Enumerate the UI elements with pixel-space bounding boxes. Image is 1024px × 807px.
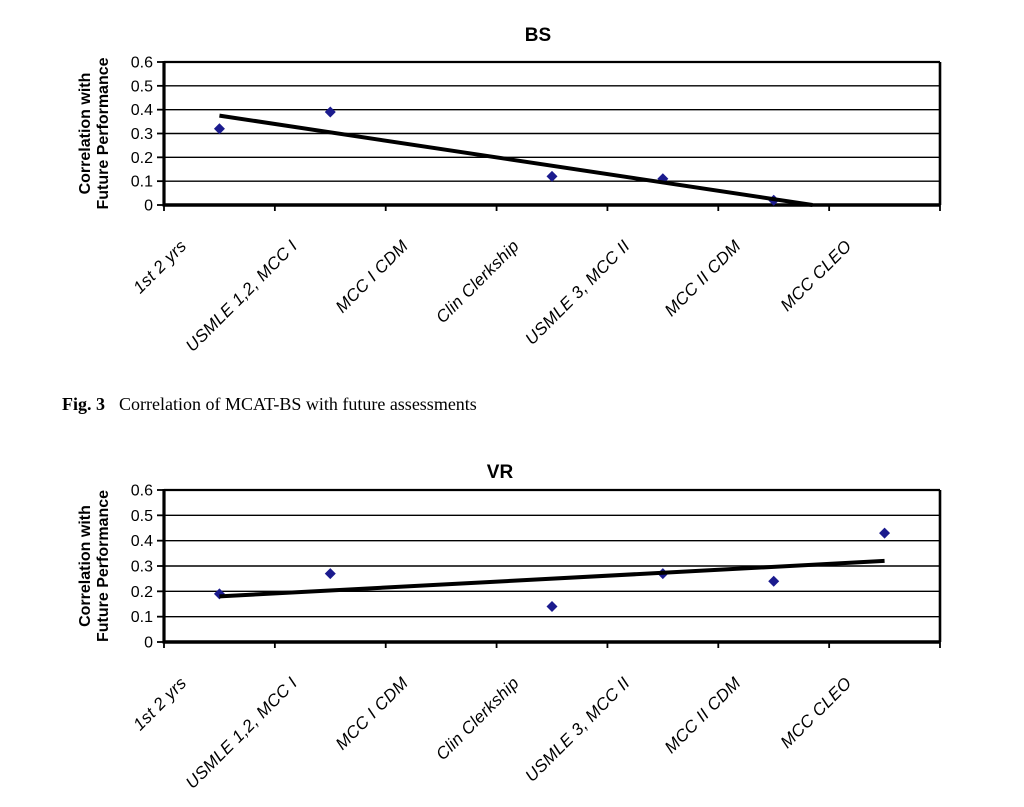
vr-y-tick-label: 0.4 xyxy=(131,533,153,550)
vr-x-category-label: Clin Clerkship xyxy=(432,673,523,764)
bs-data-point-diamond xyxy=(546,170,558,182)
bs-x-category-label: Clin Clerkship xyxy=(432,236,523,327)
vr-y-tick-label: 0.2 xyxy=(131,584,153,601)
bs-data-point-diamond xyxy=(213,123,225,135)
bs-x-category-label: MCC II CDM xyxy=(661,236,745,320)
bs-y-axis-title-line1: Correlation with xyxy=(77,73,94,195)
vr-data-point-diamond xyxy=(324,568,336,580)
bs-chart-title: BS xyxy=(525,25,551,46)
bs-chart: BS Correlation with Future Performance 0… xyxy=(77,25,942,355)
vr-x-category-label: 1st 2 yrs xyxy=(129,673,190,734)
vr-trendline xyxy=(219,558,885,599)
vr-chart-title: VR xyxy=(487,462,514,483)
bs-x-category-label: 1st 2 yrs xyxy=(129,236,190,297)
vr-data-point-diamond xyxy=(546,601,558,613)
vr-chart: VR Correlation with Future Performance 0… xyxy=(77,462,942,792)
vr-data-point-diamond xyxy=(879,527,891,539)
bs-x-category-label: MCC CLEO xyxy=(777,236,856,315)
vr-x-category-label: MCC II CDM xyxy=(661,673,745,757)
bs-trendline xyxy=(219,113,813,207)
bs-x-category-label: USMLE 1,2, MCC I xyxy=(182,236,301,355)
caption-label: Fig. 3 xyxy=(62,394,105,414)
figure-caption: Fig. 3 Correlation of MCAT-BS with future… xyxy=(62,394,477,415)
vr-y-axis-title-line1: Correlation with xyxy=(77,505,94,627)
bs-y-tick-label: 0.3 xyxy=(131,126,153,143)
caption-text: Correlation of MCAT-BS with future asses… xyxy=(119,394,477,414)
vr-data-point-diamond xyxy=(768,575,780,587)
bs-y-tick-label: 0.4 xyxy=(131,102,153,119)
vr-x-category-label: USMLE 3, MCC II xyxy=(522,673,634,785)
vr-y-tick-label: 0 xyxy=(144,635,153,652)
bs-y-tick-label: 0 xyxy=(144,198,153,215)
vr-y-tick-label: 0.1 xyxy=(131,609,153,626)
vr-x-category-label: MCC I CDM xyxy=(332,673,412,753)
vr-x-category-label: MCC CLEO xyxy=(777,673,856,752)
vr-y-tick-label: 0.5 xyxy=(131,508,153,525)
bs-y-axis-title-line2: Future Performance xyxy=(95,57,112,209)
bs-data-point-diamond xyxy=(324,106,336,118)
bs-x-category-label: USMLE 3, MCC II xyxy=(522,236,634,348)
vr-y-tick-label: 0.6 xyxy=(131,483,153,500)
bs-y-tick-label: 0.5 xyxy=(131,78,153,95)
vr-x-category-label: USMLE 1,2, MCC I xyxy=(182,673,301,792)
vr-y-tick-label: 0.3 xyxy=(131,559,153,576)
bs-y-tick-label: 0.6 xyxy=(131,55,153,72)
bs-x-category-label: MCC I CDM xyxy=(332,236,412,316)
bs-y-tick-label: 0.2 xyxy=(131,150,153,167)
vr-y-axis-title-line2: Future Performance xyxy=(95,490,112,642)
bs-y-tick-label: 0.1 xyxy=(131,174,153,191)
